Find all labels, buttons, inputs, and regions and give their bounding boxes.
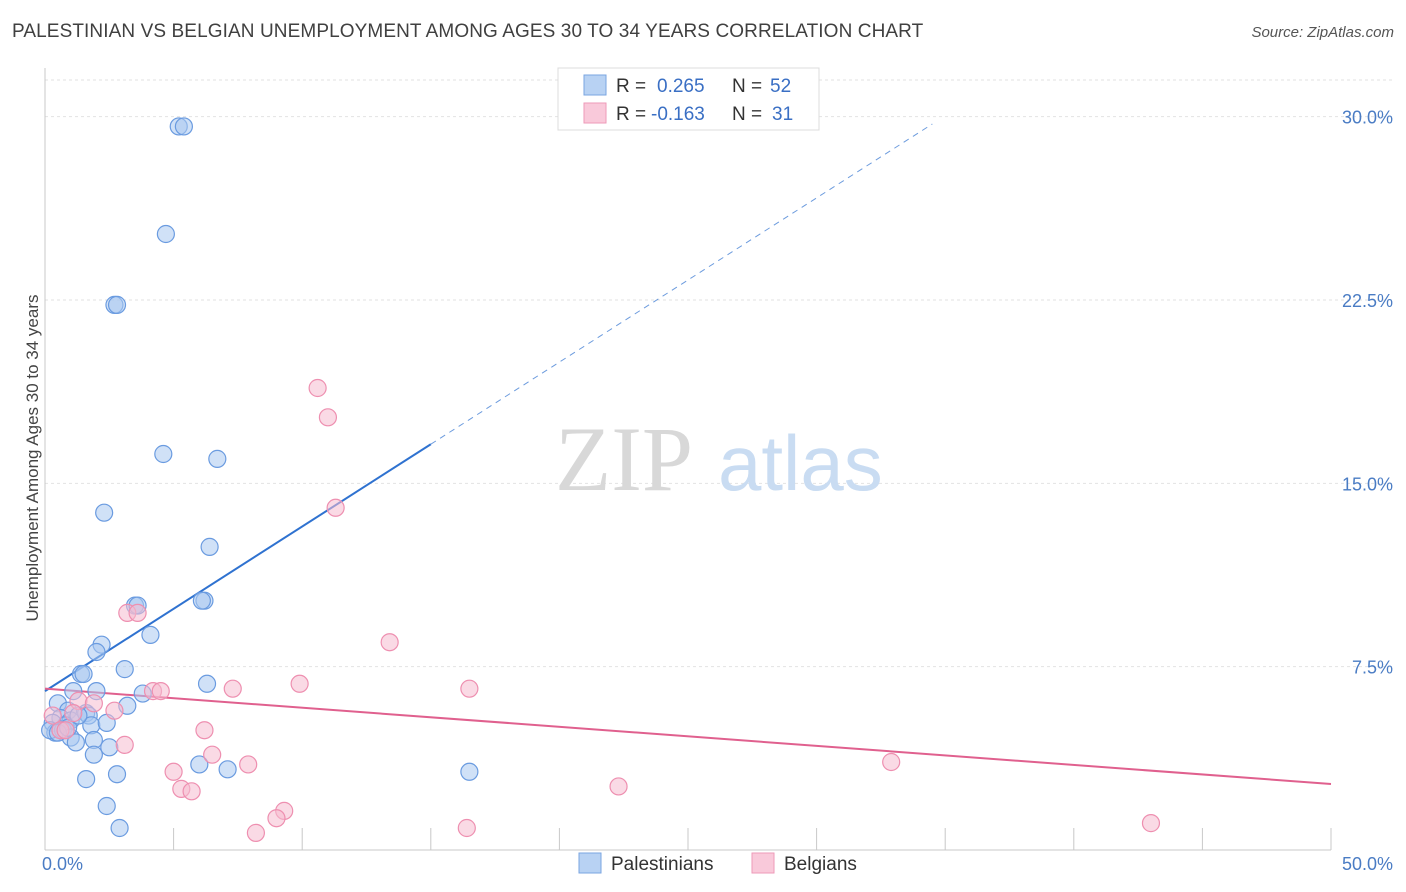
legend-r-label-2: R = xyxy=(616,104,646,125)
bottom-legend: Palestinians Belgians xyxy=(578,852,857,875)
point-belgians-2 xyxy=(326,498,345,517)
y-tick-label-0: 7.5% xyxy=(1352,658,1393,678)
point-palestinians-43 xyxy=(218,760,237,779)
ticks-layer: 7.5% 15.0% 22.5% 30.0% 0.0% 50.0% xyxy=(42,108,1393,874)
y-tick-label-1: 15.0% xyxy=(1342,474,1393,494)
point-belgians-22 xyxy=(164,762,183,781)
bottom-legend-swatch-pink xyxy=(751,852,775,874)
point-palestinians-46 xyxy=(460,762,479,781)
point-belgians-18 xyxy=(195,721,214,740)
point-belgians-14 xyxy=(64,704,83,723)
y-tick-label-3: 30.0% xyxy=(1342,108,1393,128)
source-credit: Source: ZipAtlas.com xyxy=(1251,24,1394,41)
point-belgians-12 xyxy=(84,694,103,713)
watermark-atlas: atlas xyxy=(718,419,883,507)
point-palestinians-12 xyxy=(192,591,211,610)
point-palestinians-44 xyxy=(107,765,127,784)
point-belgians-1 xyxy=(318,408,338,427)
trend-line-palestinians-extrapolated xyxy=(430,123,933,445)
point-palestinians-42 xyxy=(190,755,209,774)
point-palestinians-13 xyxy=(141,625,160,644)
point-belgians-25 xyxy=(609,777,628,796)
point-belgians-6 xyxy=(290,674,309,693)
point-belgians-15 xyxy=(43,706,62,725)
legend-pink-r: -0.163 xyxy=(651,104,705,125)
point-palestinians-4 xyxy=(107,295,127,314)
point-palestinians-2 xyxy=(156,224,175,244)
point-palestinians-45 xyxy=(77,770,96,789)
x-tick-label-0: 0.0% xyxy=(42,854,83,874)
legend-pink-n: 31 xyxy=(772,104,793,125)
watermark-zip: ZIP xyxy=(555,408,693,510)
point-belgians-13 xyxy=(105,701,124,720)
point-belgians-29 xyxy=(457,818,476,838)
point-palestinians-6 xyxy=(208,449,227,468)
watermark: ZIP atlas xyxy=(555,408,883,510)
legend-swatch-pink xyxy=(583,102,607,124)
point-palestinians-8 xyxy=(200,537,219,556)
point-belgians-24 xyxy=(182,782,201,801)
grid-layer xyxy=(45,79,1392,668)
bottom-legend-palestinians: Palestinians xyxy=(611,854,713,875)
point-belgians-21 xyxy=(239,755,258,774)
point-palestinians-15 xyxy=(87,642,106,662)
point-belgians-5 xyxy=(128,603,147,622)
legend-r-label: R = xyxy=(616,76,646,97)
point-belgians-31 xyxy=(1141,814,1161,833)
y-tick-label-2: 22.5% xyxy=(1342,291,1393,311)
point-belgians-8 xyxy=(460,679,479,698)
point-belgians-20 xyxy=(203,745,222,764)
chart-title: PALESTINIAN VS BELGIAN UNEMPLOYMENT AMON… xyxy=(12,21,924,42)
point-belgians-19 xyxy=(115,735,134,754)
point-palestinians-48 xyxy=(110,818,129,838)
point-palestinians-19 xyxy=(197,674,217,693)
trend-layer xyxy=(44,123,1332,785)
y-axis-label: Unemployment Among Ages 30 to 34 years xyxy=(23,295,42,622)
point-palestinians-5 xyxy=(154,444,173,464)
point-palestinians-39 xyxy=(66,733,85,752)
bottom-legend-belgians: Belgians xyxy=(784,854,857,875)
point-palestinians-7 xyxy=(95,503,114,522)
legend-blue-r: 0.265 xyxy=(657,76,705,97)
point-palestinians-18 xyxy=(115,660,134,679)
point-palestinians-47 xyxy=(97,796,116,816)
legend-n-label: N = xyxy=(732,76,762,97)
point-belgians-30 xyxy=(246,823,266,842)
legend-blue-n: 52 xyxy=(770,76,791,97)
trend-line-belgians xyxy=(44,687,1332,785)
point-belgians-10 xyxy=(151,682,170,701)
x-tick-label-1: 50.0% xyxy=(1342,854,1393,874)
trend-line-palestinians xyxy=(44,443,432,692)
bottom-legend-swatch-blue xyxy=(578,852,602,874)
point-palestinians-1 xyxy=(174,117,193,136)
point-palestinians-17 xyxy=(74,664,93,684)
legend-swatch-blue xyxy=(583,74,607,96)
legend-box: R = 0.265 N = 52 R = -0.163 N = 31 xyxy=(557,67,820,131)
point-belgians-7 xyxy=(223,679,242,698)
point-belgians-3 xyxy=(380,633,399,652)
point-belgians-28 xyxy=(267,809,286,828)
point-palestinians-40 xyxy=(100,738,119,757)
point-belgians-26 xyxy=(882,752,901,772)
point-palestinians-41 xyxy=(84,745,103,764)
points-layer xyxy=(41,117,1161,842)
point-belgians-0 xyxy=(308,378,327,398)
legend-n-label-2: N = xyxy=(732,104,762,125)
point-belgians-17 xyxy=(56,721,75,740)
